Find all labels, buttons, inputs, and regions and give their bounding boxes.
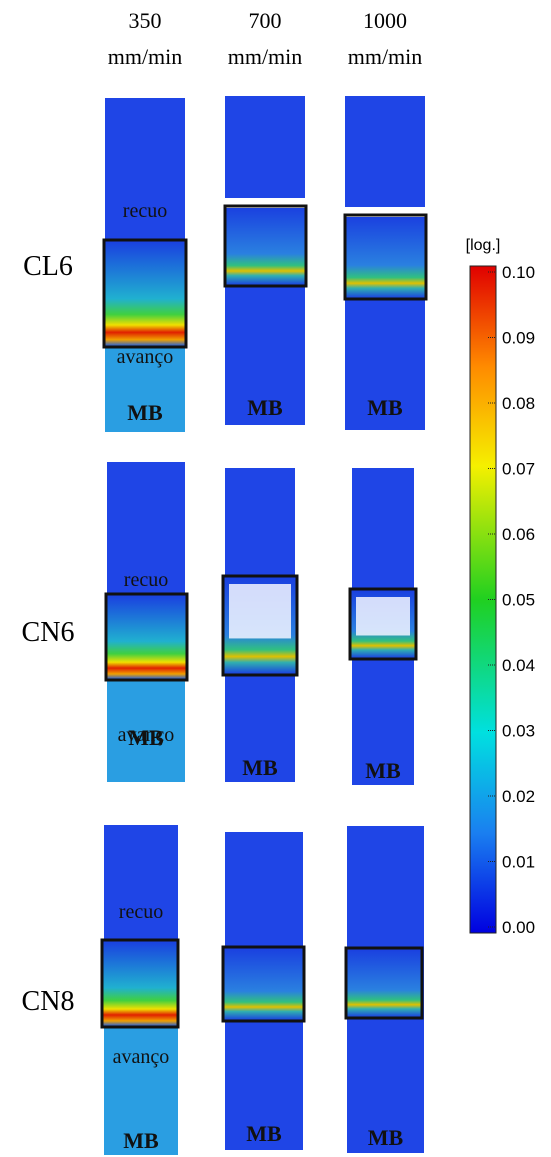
- strain-white: [345, 207, 426, 217]
- colorbar: [469, 265, 497, 934]
- label-avanco: avanço: [118, 724, 175, 746]
- weld-box: [100, 938, 180, 1029]
- colorbar-tick-label: 0.10: [502, 263, 535, 282]
- colorbar-tick-label: 0.08: [502, 394, 535, 413]
- colorbar-tick-label: 0.05: [502, 591, 535, 610]
- strain-map-lower: [107, 680, 185, 782]
- column-unit: mm/min: [108, 44, 183, 69]
- column-unit: mm/min: [228, 44, 303, 69]
- strain-band: [224, 948, 303, 1020]
- row-label: CL6: [23, 251, 73, 282]
- label-avanco: avanço: [113, 1046, 170, 1068]
- strain-band: [226, 207, 305, 285]
- weld-box: [223, 204, 308, 288]
- column-unit: mm/min: [348, 44, 423, 69]
- weld-box: [221, 574, 299, 677]
- strain-band: [107, 595, 186, 679]
- colorbar-tick-label: 0.01: [502, 853, 535, 872]
- label-recuo: recuo: [123, 200, 167, 222]
- strain-band: [103, 941, 177, 1026]
- weld-box: [343, 213, 428, 301]
- label-mb: MB: [246, 1121, 282, 1146]
- weld-box: [348, 587, 418, 661]
- strain-white: [356, 597, 410, 636]
- label-mb: MB: [368, 1125, 404, 1150]
- colorbar-label: [log.]: [466, 237, 501, 254]
- colorbar-tick-label: 0.07: [502, 460, 535, 479]
- row-label: CN6: [22, 617, 75, 648]
- column-speed: 1000: [363, 8, 407, 33]
- strain-white: [225, 198, 306, 208]
- row-label: CN8: [22, 986, 75, 1017]
- strain-map-lower: [105, 347, 185, 432]
- colorbar-tick-label: 0.02: [502, 787, 535, 806]
- colorbar-tick-label: 0.00: [502, 918, 535, 937]
- weld-box: [221, 945, 306, 1023]
- strain-band: [105, 241, 185, 346]
- label-mb: MB: [247, 395, 283, 420]
- label-recuo: recuo: [119, 901, 163, 923]
- strain-white: [229, 584, 291, 639]
- colorbar-tick-label: 0.06: [502, 525, 535, 544]
- label-mb: MB: [242, 755, 278, 780]
- colorbar-tick-label: 0.03: [502, 722, 535, 741]
- weld-box: [104, 592, 189, 682]
- label-recuo: recuo: [124, 569, 168, 591]
- label-avanco: avanço: [117, 346, 174, 368]
- weld-box: [102, 238, 188, 349]
- label-mb: MB: [367, 395, 403, 420]
- colorbar-tick-label: 0.04: [502, 656, 535, 675]
- label-mb: MB: [128, 725, 164, 750]
- colorbar-tick-label: 0.09: [502, 329, 535, 348]
- label-mb: MB: [127, 400, 163, 425]
- column-speed: 350: [129, 8, 162, 33]
- strain-map-lower: [104, 1027, 178, 1155]
- strain-band: [347, 949, 421, 1017]
- label-mb: MB: [123, 1128, 159, 1153]
- weld-box: [344, 946, 424, 1020]
- strain-band: [346, 216, 425, 298]
- column-speed: 700: [249, 8, 282, 33]
- label-mb: MB: [365, 758, 401, 783]
